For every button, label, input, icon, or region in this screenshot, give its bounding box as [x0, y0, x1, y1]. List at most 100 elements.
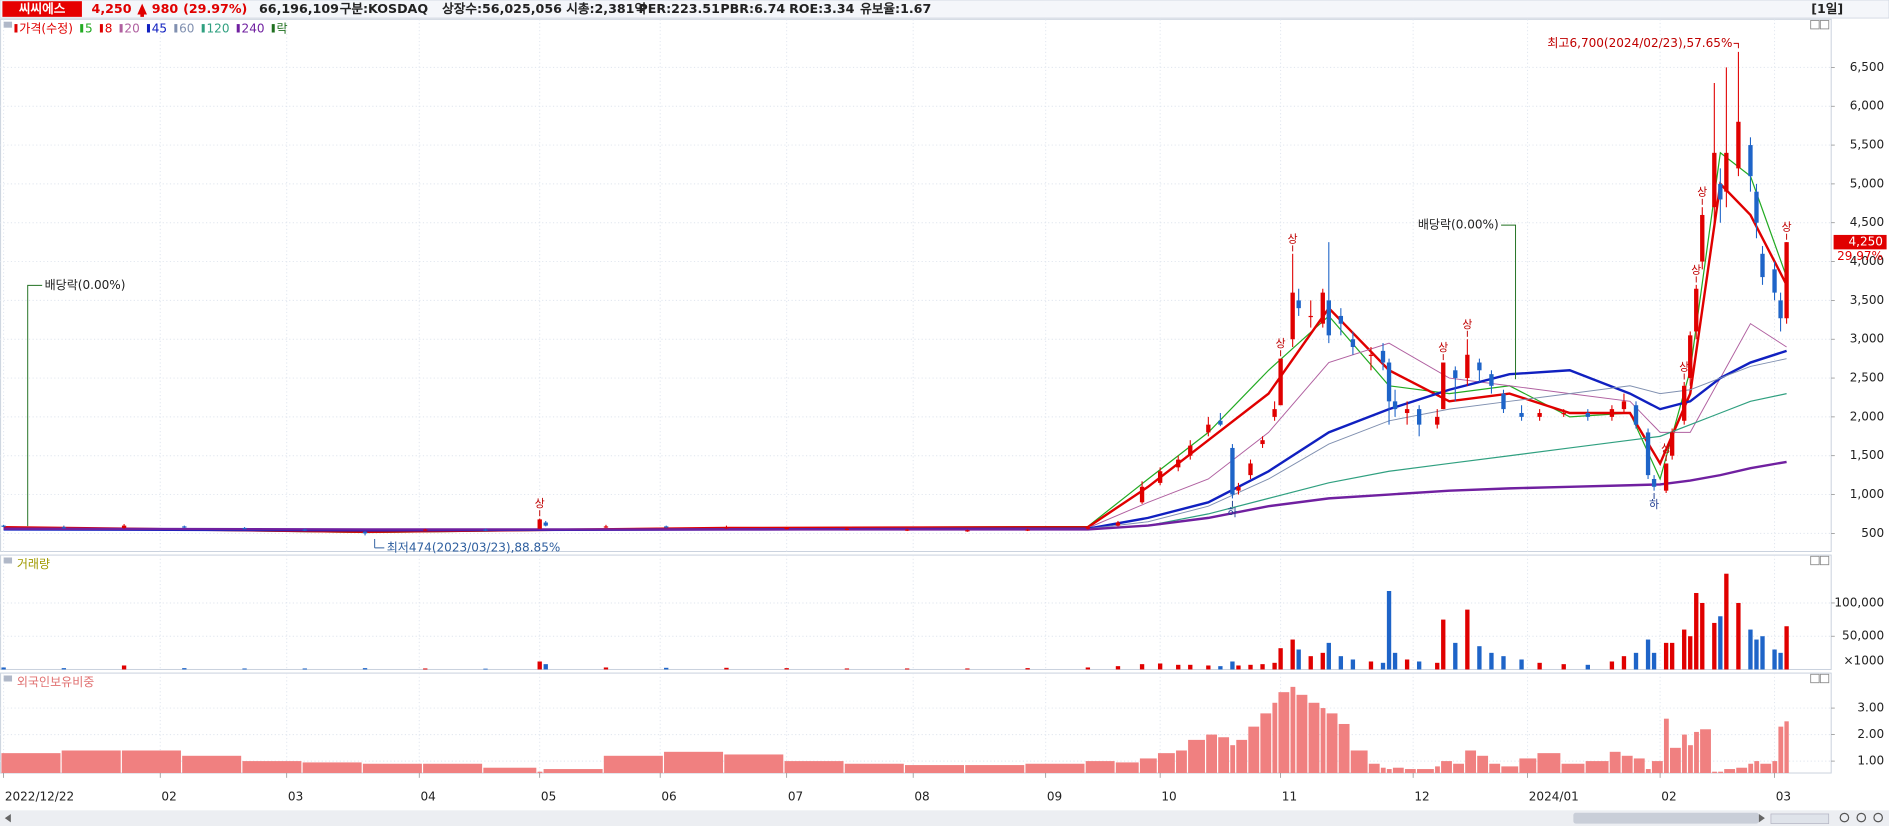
limit-down-marker: 하	[1649, 497, 1659, 511]
bar	[1206, 665, 1211, 670]
x-tick-label: 03	[288, 790, 303, 804]
panel-maximize-button[interactable]	[1810, 20, 1820, 30]
candle-body	[1230, 447, 1235, 495]
bar	[1694, 731, 1699, 774]
bar	[362, 763, 422, 774]
bar	[1760, 636, 1765, 670]
bar	[1236, 739, 1248, 774]
scroll-right-button[interactable]	[1758, 813, 1765, 823]
x-tick-label: 08	[914, 790, 929, 804]
y-tick-label: 1.00	[1857, 754, 1884, 768]
zoom-out-button[interactable]	[1839, 812, 1850, 823]
candle-body	[1085, 527, 1091, 529]
candle-body	[1368, 354, 1374, 356]
header-bar	[0, 0, 1889, 19]
bar	[1465, 750, 1477, 774]
y-tick-label: 3,000	[1850, 332, 1884, 346]
zoom-in-button[interactable]	[1856, 812, 1867, 823]
bar	[1218, 737, 1230, 774]
y-tick-label: 3.00	[1857, 701, 1884, 715]
candle-body	[844, 528, 850, 530]
up-arrow-icon	[137, 3, 147, 17]
panel-maximize-button[interactable]	[1810, 555, 1820, 566]
bar	[1477, 755, 1489, 774]
bar	[1772, 649, 1777, 670]
bar	[1700, 602, 1705, 670]
bar	[664, 751, 724, 774]
bar	[537, 661, 542, 670]
candle-body	[121, 525, 127, 528]
candle-body	[1669, 432, 1675, 456]
bar	[1682, 734, 1687, 774]
candle-body	[1501, 393, 1506, 410]
candle-body	[1609, 409, 1615, 417]
header-field: 상장수:56,025,056	[442, 1, 562, 16]
candle-body	[1435, 416, 1440, 425]
high-note-arrow	[1733, 42, 1739, 49]
period-selector[interactable]: [1일]	[1811, 1, 1843, 16]
candle-body	[1248, 463, 1253, 476]
scrollbar-thumb[interactable]	[1573, 812, 1759, 824]
bar	[1663, 718, 1669, 774]
ex-dividend-line	[27, 284, 43, 527]
y-tick-label: 5,500	[1850, 138, 1884, 152]
candle-body	[1754, 191, 1759, 223]
zoom-reset-button[interactable]	[1873, 812, 1883, 823]
panel-close-button[interactable]	[1819, 20, 1830, 30]
volume-panel-frame	[0, 554, 1832, 670]
panel-close-button[interactable]	[1819, 673, 1830, 684]
candle-body	[1784, 242, 1789, 319]
bar	[1688, 636, 1693, 670]
candle-body	[1392, 401, 1398, 410]
x-tick-label: 03	[1776, 790, 1791, 804]
bar	[965, 765, 1025, 774]
x-tick-label: 07	[788, 790, 803, 804]
limit-up-marker: 상	[1462, 318, 1472, 331]
bar	[423, 763, 483, 774]
bar	[1754, 639, 1759, 670]
bar	[1, 667, 6, 670]
candle-body	[1718, 183, 1723, 200]
bar	[1230, 661, 1235, 670]
bar	[1435, 766, 1440, 774]
zoom-slider[interactable]	[1770, 813, 1830, 824]
panel-menu-icon[interactable]	[3, 21, 13, 28]
bar	[1260, 713, 1272, 774]
low-note-arrow	[374, 539, 385, 549]
stock-name-box[interactable]	[2, 1, 82, 17]
bar	[1778, 726, 1784, 774]
bar	[1633, 758, 1645, 774]
panel-menu-icon[interactable]	[3, 557, 13, 564]
limit-up-marker: 상	[1782, 221, 1792, 234]
bar	[1176, 750, 1187, 774]
candle-body	[1326, 300, 1331, 336]
limit-up-marker: 상	[1679, 360, 1689, 373]
candle-body	[1278, 358, 1283, 406]
candle-body	[1218, 420, 1223, 425]
bar	[724, 754, 784, 774]
limit-up-marker: 상	[1697, 186, 1707, 199]
scrollbar-track[interactable]	[0, 810, 1889, 826]
candle-body	[1350, 339, 1356, 347]
bar	[1350, 750, 1368, 774]
candle-body	[1176, 459, 1181, 468]
scroll-left-button[interactable]	[4, 813, 11, 823]
bar	[1489, 763, 1501, 774]
y-tick-label: 2.00	[1857, 727, 1884, 741]
y-tick-label: 2,500	[1850, 371, 1884, 385]
panel-menu-icon[interactable]	[3, 675, 13, 682]
legend-label: 가격(수정)	[19, 21, 73, 35]
bar	[904, 668, 910, 670]
bar	[1308, 702, 1320, 774]
bar	[1278, 648, 1283, 670]
bar	[844, 668, 850, 670]
candle-body	[1404, 409, 1410, 414]
panel-close-button[interactable]	[1819, 555, 1830, 566]
panel-maximize-button[interactable]	[1810, 673, 1820, 684]
bar	[1718, 771, 1723, 774]
y-tick-label: 1,500	[1850, 448, 1884, 462]
high-note-label: 최고6,700(2024/02/23),57.65%	[1547, 36, 1732, 50]
candle-body	[1772, 269, 1777, 293]
candle-body	[1025, 529, 1030, 531]
candle-body	[1621, 401, 1627, 410]
